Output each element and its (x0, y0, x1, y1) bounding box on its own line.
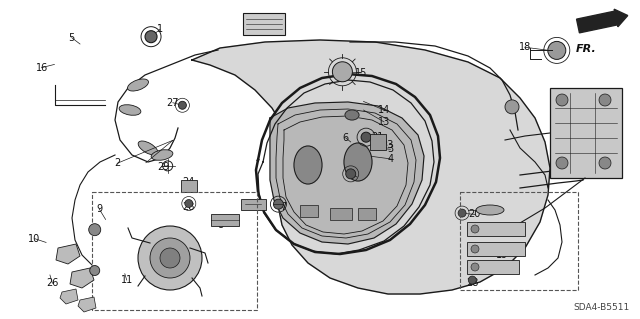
Circle shape (150, 238, 190, 278)
Text: 13: 13 (378, 117, 390, 127)
Text: 7: 7 (280, 202, 286, 212)
Circle shape (556, 94, 568, 106)
Text: 4: 4 (387, 154, 394, 164)
Text: FR.: FR. (576, 44, 596, 54)
Circle shape (458, 209, 466, 217)
Text: 1: 1 (157, 24, 163, 34)
Bar (180, 180, 197, 192)
Text: 11: 11 (120, 275, 133, 285)
Circle shape (185, 199, 193, 208)
Text: 3: 3 (387, 144, 394, 154)
Polygon shape (70, 268, 94, 288)
Circle shape (332, 62, 353, 82)
Polygon shape (56, 244, 80, 264)
Text: 18: 18 (518, 42, 531, 52)
Circle shape (179, 101, 186, 109)
Text: 9: 9 (96, 204, 102, 214)
Bar (358, 208, 376, 220)
Bar (460, 192, 578, 290)
Bar (243, 13, 285, 35)
Text: 10: 10 (28, 234, 41, 244)
Text: 12: 12 (250, 202, 262, 212)
Bar (300, 205, 318, 217)
Ellipse shape (119, 105, 141, 115)
Text: 29: 29 (157, 161, 170, 172)
Text: 15: 15 (355, 68, 368, 78)
Ellipse shape (127, 79, 148, 91)
Text: 22: 22 (351, 172, 364, 182)
Polygon shape (60, 289, 78, 304)
Circle shape (599, 94, 611, 106)
Ellipse shape (151, 150, 173, 160)
Circle shape (89, 224, 100, 236)
Text: 5: 5 (68, 33, 75, 43)
Text: 28: 28 (182, 202, 195, 212)
Circle shape (160, 248, 180, 268)
Circle shape (145, 31, 157, 43)
Ellipse shape (476, 205, 504, 215)
Bar (467, 242, 525, 256)
Text: 2: 2 (114, 158, 120, 168)
Bar (467, 260, 519, 274)
Text: 27: 27 (166, 98, 179, 108)
Ellipse shape (344, 143, 372, 181)
Bar (330, 208, 352, 220)
Bar (467, 222, 525, 236)
Ellipse shape (138, 141, 158, 155)
Text: 25: 25 (265, 14, 278, 24)
Bar (550, 88, 622, 178)
Circle shape (556, 157, 568, 169)
Text: SDA4-B5511: SDA4-B5511 (573, 303, 630, 312)
Circle shape (273, 199, 284, 209)
Text: 17: 17 (557, 145, 570, 156)
Ellipse shape (294, 146, 322, 184)
Circle shape (471, 245, 479, 253)
Text: 19: 19 (496, 250, 509, 260)
Bar (211, 214, 239, 226)
Bar (92, 192, 257, 310)
Circle shape (346, 169, 356, 179)
Circle shape (548, 41, 566, 59)
Circle shape (90, 265, 100, 276)
Text: 8: 8 (218, 220, 224, 230)
Circle shape (361, 132, 371, 142)
Bar (370, 134, 385, 150)
Circle shape (138, 226, 202, 290)
Text: 23: 23 (381, 140, 394, 150)
Text: 21: 21 (371, 131, 384, 142)
Text: 6: 6 (342, 133, 349, 143)
Polygon shape (270, 102, 424, 244)
Text: 28: 28 (552, 156, 564, 166)
Text: 28: 28 (466, 278, 479, 288)
Polygon shape (192, 40, 550, 294)
Circle shape (468, 276, 476, 284)
Text: 26: 26 (46, 278, 59, 288)
Text: 14: 14 (378, 105, 390, 115)
Circle shape (471, 263, 479, 271)
Bar (241, 198, 266, 210)
Circle shape (599, 157, 611, 169)
FancyArrow shape (577, 9, 628, 33)
Polygon shape (78, 297, 96, 312)
Text: 24: 24 (182, 177, 195, 188)
Text: 20: 20 (468, 209, 481, 219)
Ellipse shape (345, 110, 359, 120)
Text: 16: 16 (35, 63, 48, 73)
Circle shape (471, 225, 479, 233)
Circle shape (505, 100, 519, 114)
